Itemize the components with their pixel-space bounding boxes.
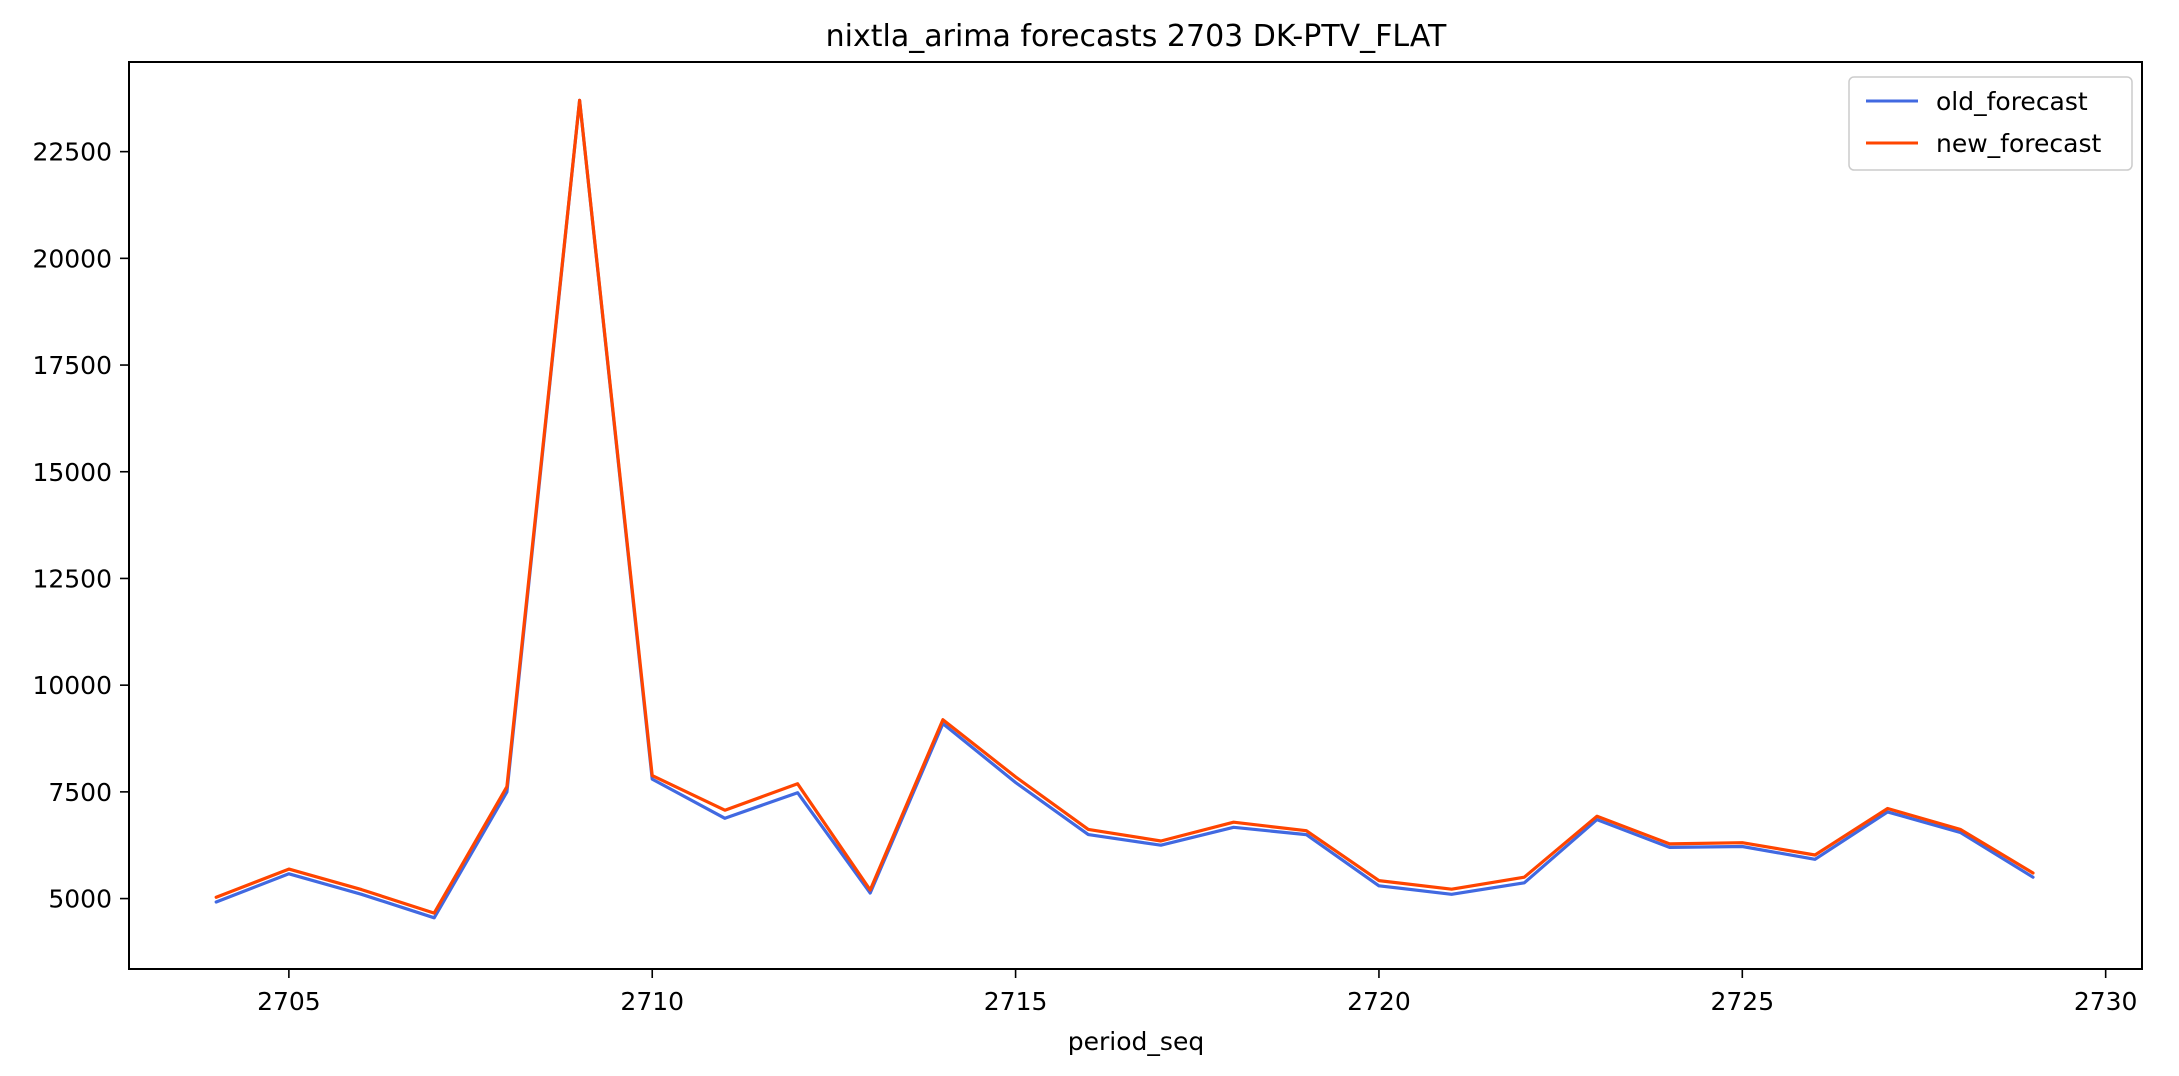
x-tick-label: 2705 xyxy=(257,987,321,1016)
x-tick-label: 2725 xyxy=(1710,987,1774,1016)
x-tick-label: 2720 xyxy=(1347,987,1411,1016)
series-layer xyxy=(214,98,2035,920)
x-tick-label: 2715 xyxy=(984,987,1048,1016)
x-axis-ticks: 2705 2710 2715 2720 2725 2730 xyxy=(257,969,2137,1016)
legend-label-old-forecast: old_forecast xyxy=(1936,87,2088,116)
y-tick-label: 20000 xyxy=(32,244,112,273)
y-tick-label: 12500 xyxy=(32,564,112,593)
plot-frame xyxy=(128,61,2143,970)
x-tick-label: 2710 xyxy=(620,987,684,1016)
y-tick-label: 7500 xyxy=(48,778,112,807)
legend-box xyxy=(1848,76,2133,171)
y-tick-label: 22500 xyxy=(32,138,112,167)
y-tick-label: 10000 xyxy=(32,671,112,700)
chart-title: nixtla_arima forecasts 2703 DK-PTV_FLAT xyxy=(826,19,1447,54)
x-axis-title: period_seq xyxy=(1068,1027,1204,1056)
series-line-new-forecast xyxy=(214,98,2035,915)
legend-label-new-forecast: new_forecast xyxy=(1936,129,2101,158)
y-tick-label: 5000 xyxy=(48,885,112,914)
y-axis-ticks: 5000 7500 10000 12500 15000 17500 20000 22500 xyxy=(32,138,129,914)
y-tick-label: 15000 xyxy=(32,458,112,487)
legend: old_forecast new_forecast xyxy=(1848,76,2133,171)
x-tick-label: 2730 xyxy=(2074,987,2138,1016)
y-tick-label: 17500 xyxy=(32,351,112,380)
